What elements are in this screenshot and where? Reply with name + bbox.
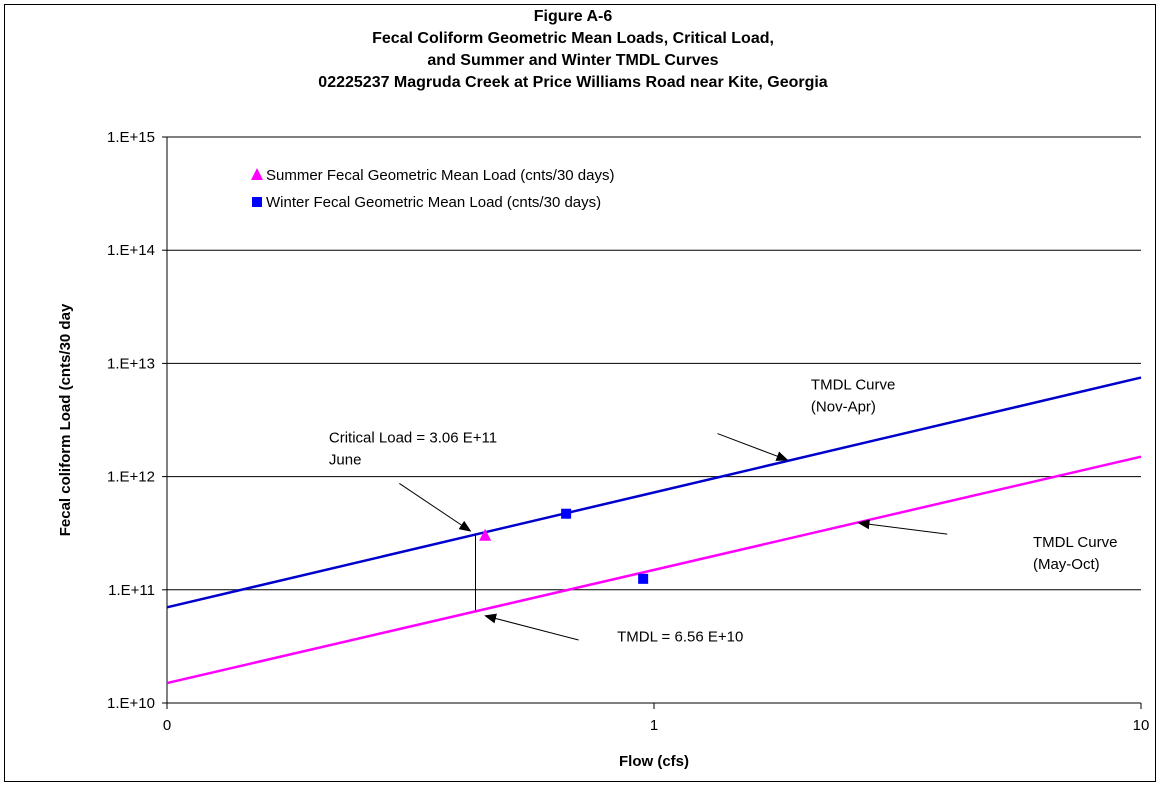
annotation-text: (May-Oct) (1033, 556, 1100, 573)
annotation-text: Critical Load = 3.06 E+11 (329, 430, 497, 447)
chart-title: Figure A-6 Fecal Coliform Geometric Mean … (318, 8, 828, 91)
chart-title-line: Fecal Coliform Geometric Mean Loads, Cri… (372, 30, 774, 47)
y-axis-label: Fecal coliform Load (cnts/30 day (57, 303, 74, 536)
y-tick-label: 1.E+15 (107, 129, 155, 146)
annotation-arrow (399, 483, 472, 532)
y-tick-label: 1.E+14 (107, 242, 155, 259)
chart-title-line: and Summer and Winter TMDL Curves (427, 52, 718, 69)
summer-point (251, 168, 263, 180)
y-tick-label: 1.E+11 (108, 582, 155, 599)
chart-title-line: Figure A-6 (534, 8, 613, 25)
legend: Summer Fecal Geometric Mean Load (cnts/3… (251, 167, 614, 211)
grid (167, 136, 1141, 704)
axes: 1.E+10 1.E+11 1.E+12 1.E+13 1.E+14 1.E+15 0 1 10 (107, 129, 1149, 734)
winter-point (638, 573, 649, 584)
annotation-text: TMDL = 6.56 E+10 (617, 628, 743, 645)
annotation-text: TMDL Curve (811, 376, 895, 393)
chart-title-line: 02225237 Magruda Creek at Price Williams… (318, 74, 828, 91)
chart-frame (4, 4, 1156, 782)
summer-point (479, 528, 492, 541)
annotation-text: TMDL Curve (1033, 534, 1117, 551)
tmdl-curves (166, 376, 1142, 685)
x-tick-label: 10 (1133, 717, 1150, 734)
winter-point (252, 197, 262, 207)
x-tick-label: 1 (650, 717, 658, 734)
y-tick-label: 1.E+13 (107, 355, 155, 372)
x-axis-label: Flow (cfs) (619, 753, 689, 770)
annotation-text: (Nov-Apr) (811, 398, 876, 415)
annotation-arrow (717, 433, 789, 461)
annotation-arrow (857, 519, 948, 535)
y-tick-label: 1.E+10 (107, 695, 155, 712)
legend-entry: Summer Fecal Geometric Mean Load (cnts/3… (266, 167, 614, 184)
tmdl-curve-may-oct (166, 455, 1142, 685)
annotation-text: June (329, 452, 362, 469)
winter-point (561, 508, 572, 519)
x-tick-label: 0 (163, 717, 171, 734)
annotations: Critical Load = 3.06 E+11 June TMDL Curve (… (329, 376, 1118, 645)
annotation-arrow (484, 613, 579, 641)
data-points (479, 508, 649, 584)
tmdl-curve-nov-apr (166, 376, 1142, 609)
legend-entry: Winter Fecal Geometric Mean Load (cnts/3… (266, 194, 601, 211)
y-tick-label: 1.E+12 (107, 469, 155, 486)
